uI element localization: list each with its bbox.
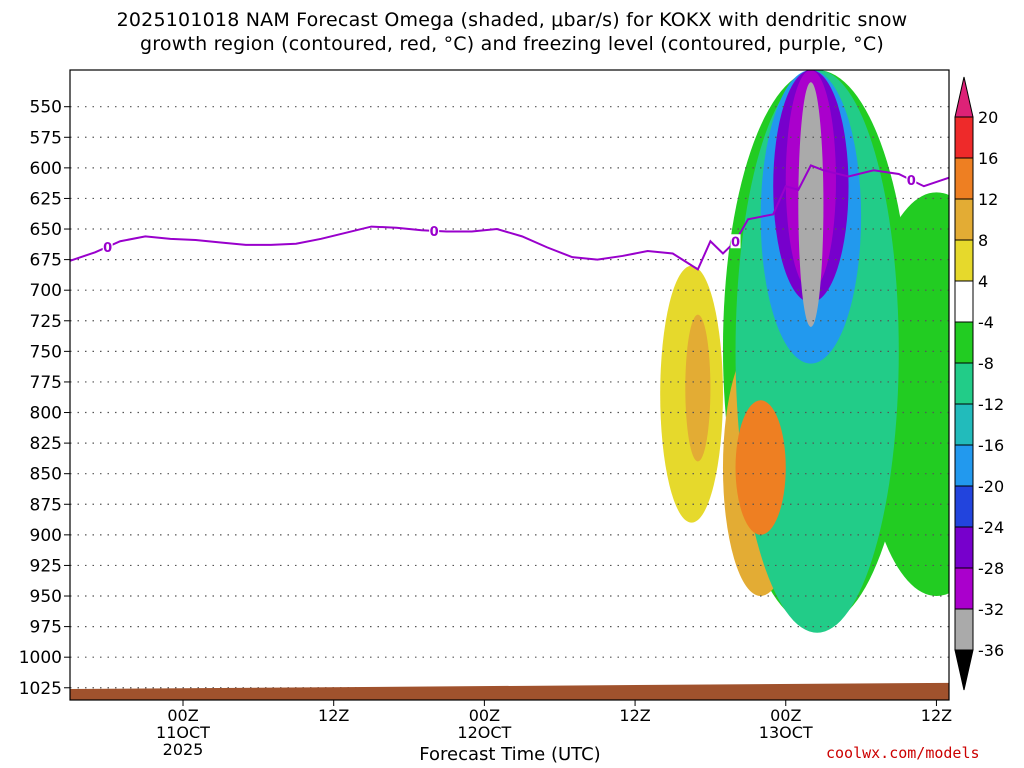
colorbar: 20 16 12 8 4 -4 -8 -12 -16 -20 -24 -28 -32 -36 xyxy=(954,76,1004,691)
colorbar-label-10: -24 xyxy=(978,518,1004,537)
colorbar-label-12: -32 xyxy=(978,600,1004,619)
ytick-label-675: 675 xyxy=(30,251,62,271)
colorbar-label-3: 8 xyxy=(978,231,988,250)
xtick-label-1-0: 12Z xyxy=(318,706,349,725)
chart-title-line2: growth region (contoured, red, °C) and f… xyxy=(140,33,884,55)
ytick-label-850: 850 xyxy=(30,465,62,485)
colorbar-label-7: -12 xyxy=(978,395,1004,414)
freezing-level-contour: 0 0 0 0 xyxy=(70,164,949,271)
xtick-label-5-0: 12Z xyxy=(921,706,952,725)
colorbar-label-1: 16 xyxy=(978,149,998,168)
colorbar-bin-7 xyxy=(954,403,974,446)
freezing-label-2: 0 xyxy=(731,235,740,250)
ytick-label-700: 700 xyxy=(30,281,62,301)
colorbar-label-0: 20 xyxy=(978,108,998,127)
ytick-label-1000: 1000 xyxy=(19,648,62,668)
chart-title-line1: 2025101018 NAM Forecast Omega (shaded, μ… xyxy=(116,9,908,31)
colorbar-bin-12 xyxy=(954,608,974,651)
ytick-label-750: 750 xyxy=(30,342,62,362)
ytick-label-950: 950 xyxy=(30,587,62,607)
freezing-label-bg-0 xyxy=(102,239,113,254)
xtick-label-2-0: 00Z xyxy=(469,706,500,725)
colorbar-bin-11 xyxy=(954,567,974,610)
x-axis-title: Forecast Time (UTC) xyxy=(419,744,601,765)
freezing-label-1: 0 xyxy=(430,225,439,240)
xtick-label-3-0: 12Z xyxy=(619,706,650,725)
ytick-label-1025: 1025 xyxy=(19,679,62,699)
xtick-label-4-0: 00Z xyxy=(770,706,801,725)
ytick-label-900: 900 xyxy=(30,526,62,546)
colorbar-label-2: 12 xyxy=(978,190,998,209)
plot-frame xyxy=(69,69,950,701)
site-credit: coolwx.com/models xyxy=(826,744,980,762)
colorbar-bin-8 xyxy=(954,444,974,487)
colorbar-bin-10 xyxy=(954,526,974,569)
terrain-ground xyxy=(70,682,949,700)
freezing-level-line xyxy=(70,164,949,271)
ytick-label-575: 575 xyxy=(30,128,62,148)
ytick-label-600: 600 xyxy=(30,159,62,179)
colorbar-bin-9 xyxy=(954,485,974,528)
xtick-label-4-1: 13OCT xyxy=(759,723,813,742)
ytick-label-875: 875 xyxy=(30,495,62,515)
colorbar-label-5: -4 xyxy=(978,313,994,332)
ytick-label-650: 650 xyxy=(30,220,62,240)
colorbar-label-4: 4 xyxy=(978,272,988,291)
colorbar-label-9: -20 xyxy=(978,477,1004,496)
xtick-label-2-1: 12OCT xyxy=(457,723,511,742)
ytick-label-975: 975 xyxy=(30,618,62,638)
xtick-label-0-0: 00Z xyxy=(167,706,198,725)
colorbar-bin-1 xyxy=(954,157,974,200)
omega-region-13 xyxy=(798,82,824,327)
colorbar-bin-2 xyxy=(954,198,974,241)
colorbar-label-13: -36 xyxy=(978,641,1004,660)
freezing-label-0: 0 xyxy=(103,241,112,256)
freezing-label-bg-1 xyxy=(429,223,440,238)
ytick-label-825: 825 xyxy=(30,434,62,454)
freezing-label-3: 0 xyxy=(907,174,916,189)
ytick-label-550: 550 xyxy=(30,98,62,118)
y-axis: 550 575 600 625 650 675 700 725 750 775 800 825 850 8… xyxy=(19,98,70,699)
colorbar-bin-0 xyxy=(954,116,974,159)
xtick-label-0-2: 2025 xyxy=(163,740,204,759)
ytick-label-625: 625 xyxy=(30,189,62,209)
colorbar-above-max xyxy=(954,76,974,118)
ytick-label-725: 725 xyxy=(30,312,62,332)
xtick-label-0-1: 11OCT xyxy=(156,723,210,742)
ytick-label-775: 775 xyxy=(30,373,62,393)
colorbar-bin-3 xyxy=(954,239,974,282)
colorbar-below-min xyxy=(954,649,974,691)
colorbar-label-6: -8 xyxy=(978,354,994,373)
colorbar-bin-6 xyxy=(954,362,974,405)
freezing-label-bg-3 xyxy=(906,173,917,188)
colorbar-label-11: -28 xyxy=(978,559,1004,578)
colorbar-bin-5 xyxy=(954,321,974,364)
ytick-label-800: 800 xyxy=(30,404,62,424)
ytick-label-925: 925 xyxy=(30,556,62,576)
colorbar-label-8: -16 xyxy=(978,436,1004,455)
omega-region-9 xyxy=(735,400,786,535)
omega-shading xyxy=(660,70,949,633)
colorbar-bin-4 xyxy=(954,280,974,323)
omega-region-7 xyxy=(685,314,711,462)
ground-fill xyxy=(70,682,949,700)
freezing-label-bg-2 xyxy=(730,234,741,249)
